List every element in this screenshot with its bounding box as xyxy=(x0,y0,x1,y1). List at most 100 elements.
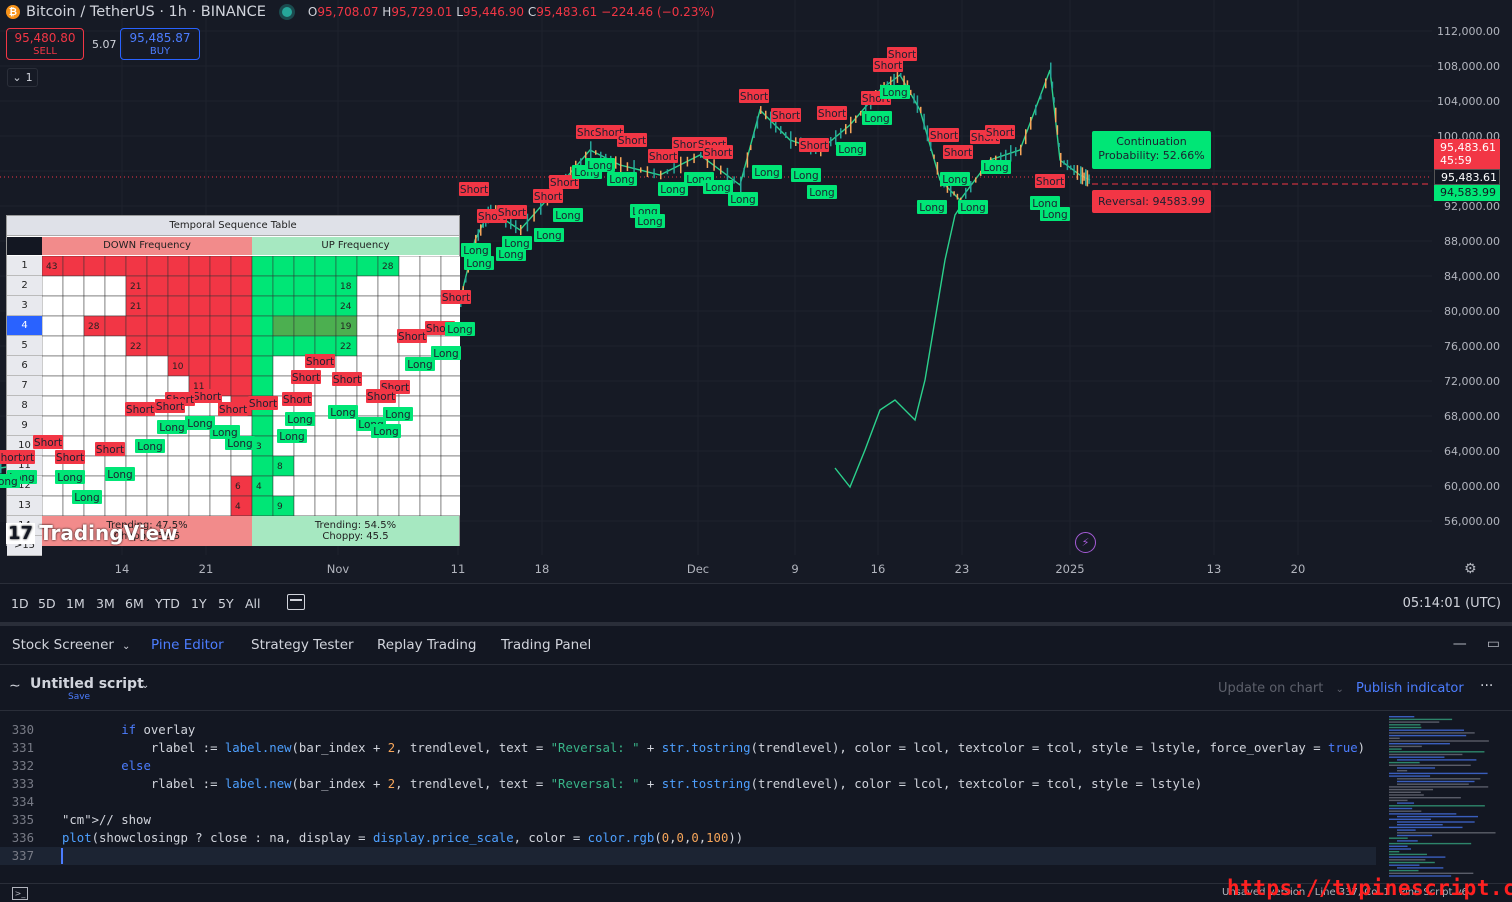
update-on-chart-button[interactable]: Update on chart ⌄ xyxy=(1218,681,1344,696)
grid-cell xyxy=(440,475,460,497)
code-minimap[interactable] xyxy=(1383,712,1499,882)
range-button-1m[interactable]: 1M xyxy=(66,596,85,611)
grid-cell xyxy=(125,415,148,437)
candle xyxy=(1080,166,1082,184)
script-name[interactable]: Untitled script xyxy=(30,676,144,692)
tab-strategy-tester[interactable]: Strategy Tester xyxy=(251,637,354,653)
code-line[interactable]: 331 rlabel := label.new(bar_index + 2, t… xyxy=(0,739,1376,757)
publish-indicator-button[interactable]: Publish indicator xyxy=(1356,681,1464,696)
tab-trading-panel[interactable]: Trading Panel xyxy=(501,637,592,653)
grid-cell xyxy=(42,375,64,397)
table-corner xyxy=(7,237,42,255)
candle xyxy=(726,167,729,183)
down-frequency-value: 4 xyxy=(235,502,241,512)
line-number: 336 xyxy=(11,831,34,845)
minimap-line xyxy=(1389,807,1413,810)
calendar-icon[interactable] xyxy=(287,594,305,610)
gear-icon[interactable]: ⚙ xyxy=(1464,561,1477,577)
minimap-line xyxy=(1397,778,1481,780)
grid-cell xyxy=(209,256,232,277)
grid-cell xyxy=(335,415,358,437)
code-text: "cm">// show xyxy=(62,813,151,827)
grid-cell xyxy=(377,295,400,317)
lightning-icon[interactable]: ⚡ xyxy=(1075,532,1096,553)
grid-cell xyxy=(440,395,460,417)
price-tick: 64,000.00 xyxy=(1444,445,1500,458)
minimize-icon[interactable]: — xyxy=(1452,636,1467,652)
table-row-label: 3 xyxy=(7,296,42,316)
more-options-icon[interactable]: ··· xyxy=(1480,678,1494,694)
grid-cell xyxy=(356,475,379,497)
code-line[interactable]: 336 plot(showclosingp ? close : na, displ… xyxy=(0,829,1376,847)
grid-cell xyxy=(251,495,274,516)
code-line[interactable]: 333 rlabel := label.new(bar_index + 2, t… xyxy=(0,775,1376,793)
code-line[interactable]: 330 if overlay xyxy=(0,721,1376,739)
code-line[interactable]: 334 xyxy=(0,793,1376,811)
maximize-icon[interactable]: ▭ xyxy=(1486,636,1500,652)
grid-cell xyxy=(83,495,106,516)
tab-pine-editor[interactable]: Pine Editor xyxy=(151,637,224,653)
grid-cell xyxy=(419,256,442,277)
grid-cell xyxy=(251,455,274,477)
grid-cell xyxy=(188,315,211,337)
up-frequency-value: 3 xyxy=(256,442,262,452)
range-button-5y[interactable]: 5Y xyxy=(218,596,234,611)
buy-button[interactable]: 95,485.87 BUY xyxy=(120,28,200,60)
grid-cell xyxy=(83,395,106,417)
table-row-label: 2 xyxy=(7,276,42,296)
range-button-3m[interactable]: 3M xyxy=(96,596,115,611)
indicators-collapse-button[interactable]: ⌄ 1 xyxy=(7,68,38,87)
chevron-down-icon[interactable]: ⌄ xyxy=(141,680,150,691)
tab-stock-screener[interactable]: Stock Screener ⌄ xyxy=(12,637,131,653)
down-footer: Trending: 47.5% Choppy: 52.5 xyxy=(42,516,252,546)
grid-cell xyxy=(62,475,85,497)
grid-cell xyxy=(356,275,379,297)
grid-cell xyxy=(167,395,190,417)
symbol-title[interactable]: Bitcoin / TetherUS · 1h · BINANCE xyxy=(26,4,266,20)
terminal-icon[interactable]: >_ xyxy=(12,887,28,900)
chevron-down-icon: ⌄ xyxy=(12,71,22,84)
price-tick: 56,000.00 xyxy=(1444,515,1500,528)
grid-cell xyxy=(356,375,379,397)
reversal-level-badge: 94,583.99 xyxy=(1434,185,1500,201)
candle xyxy=(475,234,477,246)
candle xyxy=(750,144,752,151)
candle xyxy=(640,167,642,173)
chevron-down-icon: ⌄ xyxy=(121,641,131,652)
code-editor[interactable]: 330 if overlay 331 rlabel := label.new(ba… xyxy=(0,711,1512,883)
candle xyxy=(605,153,607,162)
grid-cell xyxy=(146,295,169,317)
code-line[interactable]: 337 xyxy=(0,847,1376,865)
grid-cell xyxy=(83,375,106,397)
chart-pane[interactable]: ₿ Bitcoin / TetherUS · 1h · BINANCE O95,… xyxy=(0,0,1512,622)
candle xyxy=(1055,107,1057,123)
grid-cell xyxy=(314,415,337,437)
candle xyxy=(855,115,857,123)
sell-button[interactable]: 95,480.80 SELL xyxy=(6,28,84,60)
price-scale[interactable]: 112,000.00 108,000.00 104,000.00 100,000.00… xyxy=(1432,0,1512,555)
minimap-line xyxy=(1397,832,1496,834)
temporal-sequence-table: Temporal Sequence Table DOWN Frequency U… xyxy=(6,215,460,556)
range-button-5d[interactable]: 5D xyxy=(38,596,56,611)
range-button-all[interactable]: All xyxy=(245,596,261,611)
grid-cell xyxy=(42,395,64,417)
grid-cell xyxy=(209,455,232,477)
range-button-6m[interactable]: 6M xyxy=(125,596,144,611)
minimap-line xyxy=(1389,726,1422,729)
candle xyxy=(520,224,522,236)
panel-divider[interactable] xyxy=(0,622,1512,626)
grid-cell xyxy=(209,355,232,377)
grid-cell xyxy=(188,435,211,457)
range-button-ytd[interactable]: YTD xyxy=(155,596,180,611)
clock[interactable]: 05:14:01 (UTC) xyxy=(1402,596,1501,611)
range-button-1y[interactable]: 1Y xyxy=(191,596,207,611)
code-line[interactable]: 332 else xyxy=(0,757,1376,775)
range-button-1d[interactable]: 1D xyxy=(11,596,29,611)
code-line[interactable]: 335 "cm">// show xyxy=(0,811,1376,829)
table-row-label: 6 xyxy=(7,356,42,376)
grid-cell xyxy=(104,275,127,297)
save-link[interactable]: Save xyxy=(68,692,91,702)
price-tick: 92,000.00 xyxy=(1444,200,1500,213)
tab-replay-trading[interactable]: Replay Trading xyxy=(377,637,477,653)
time-scale[interactable]: 14 21 Nov 11 18 Dec 9 16 23 2025 13 20 xyxy=(0,555,1432,583)
